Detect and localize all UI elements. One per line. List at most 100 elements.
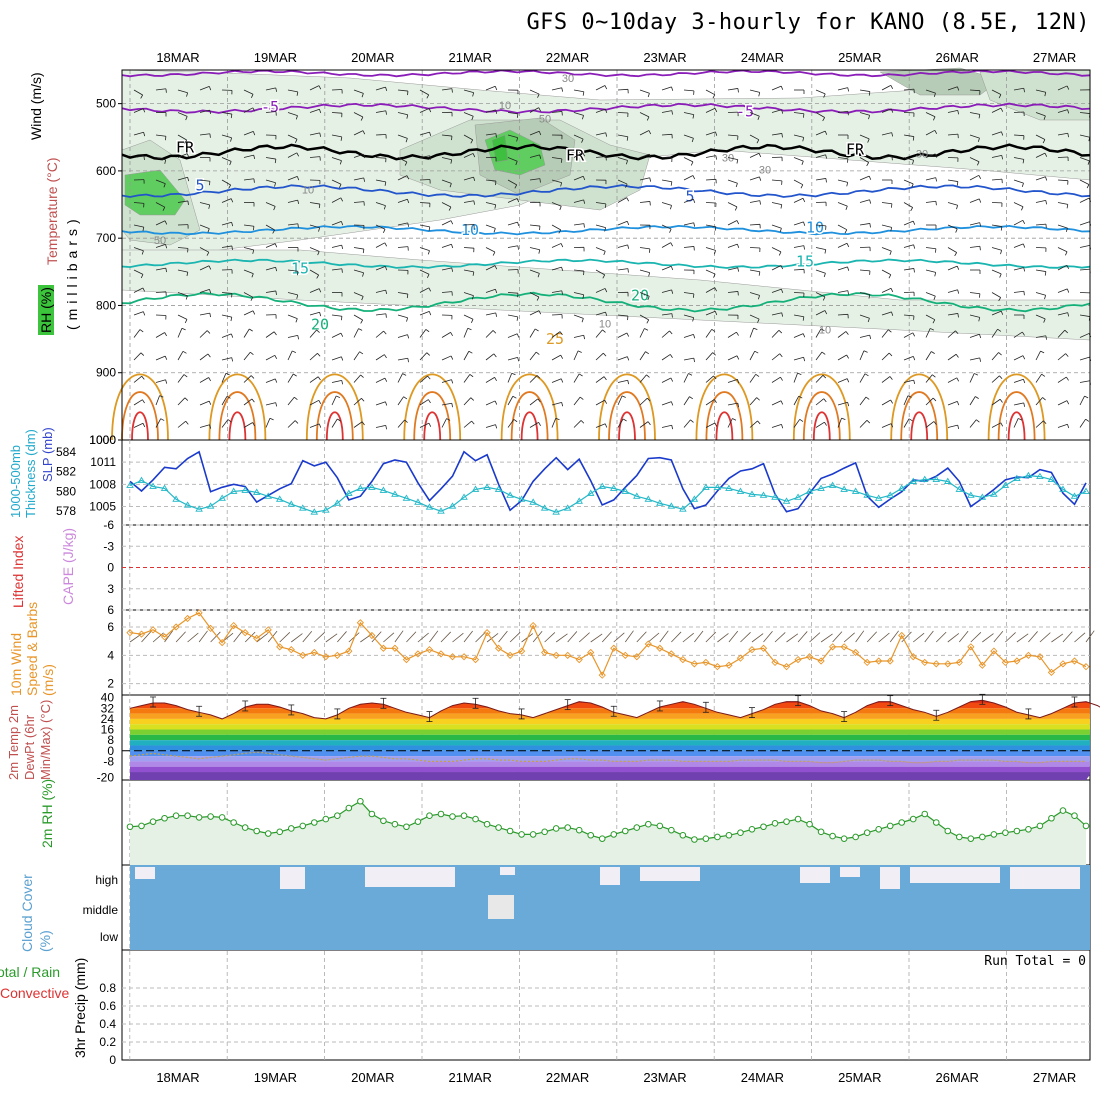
wind10-barb xyxy=(843,632,855,643)
wind-barb xyxy=(331,179,342,185)
temp2m-line xyxy=(129,699,1100,720)
wind-barb xyxy=(1079,395,1085,406)
isotherm-label: -5 xyxy=(261,98,279,116)
rh2m-point xyxy=(172,812,180,820)
wind-barb xyxy=(712,94,716,99)
thickness-point xyxy=(713,483,722,490)
wind-barb xyxy=(671,313,673,318)
wind-barb xyxy=(231,222,234,227)
isotherm-35 xyxy=(520,411,539,441)
wind-barb xyxy=(275,87,278,92)
wind10-barb xyxy=(740,631,751,643)
wind-barb xyxy=(705,107,716,113)
thickness-point xyxy=(794,493,802,500)
wind-barb xyxy=(375,179,386,183)
rh2m-point xyxy=(852,833,859,841)
wind-barb xyxy=(470,397,475,401)
wind-barb xyxy=(473,176,476,182)
wind-barb xyxy=(859,134,870,140)
wind-barb xyxy=(903,379,914,383)
wind-barb xyxy=(683,292,694,295)
cloud-gap xyxy=(640,867,700,881)
rh2m-point xyxy=(990,831,998,838)
wind-barb xyxy=(639,421,649,428)
wind10-tick-label: 2 xyxy=(107,677,114,691)
wind-barb xyxy=(287,373,294,383)
wind-barb xyxy=(426,94,430,99)
wind-barb xyxy=(534,328,539,332)
wind-barb xyxy=(318,204,321,209)
wind10-barb xyxy=(256,633,268,643)
thickness-point xyxy=(552,508,560,515)
rh2m-point xyxy=(656,822,664,830)
wind10-point xyxy=(264,626,272,634)
thickness-point xyxy=(955,485,964,492)
wind-barb xyxy=(955,354,959,358)
wind-barb xyxy=(358,328,363,331)
wind-barb xyxy=(1044,152,1048,157)
wind-barb xyxy=(206,330,211,334)
wind-barb xyxy=(821,351,826,355)
wind-barb xyxy=(859,199,870,203)
wind-barb xyxy=(859,350,865,361)
li-tick-label: 6 xyxy=(107,603,114,617)
thickness-point xyxy=(1059,485,1067,492)
wind-barb xyxy=(815,130,826,136)
wind-barb xyxy=(309,288,320,293)
wind-barb xyxy=(693,222,696,227)
precip-total-label: Total / Rain xyxy=(0,964,61,980)
wind-barb xyxy=(969,333,980,338)
wind-barb xyxy=(243,247,254,251)
panel-frame xyxy=(121,609,1091,696)
rh2m-point xyxy=(921,810,929,818)
rh2m-point xyxy=(748,826,756,833)
thickness-point xyxy=(517,495,526,502)
wind-barb xyxy=(1085,418,1090,422)
thickness-point xyxy=(598,482,607,489)
wind-barb xyxy=(595,108,606,113)
wind-barb xyxy=(419,131,430,136)
wind-barb xyxy=(514,184,518,189)
thickness-point xyxy=(909,477,918,484)
isotherm-label: 20 xyxy=(311,315,329,333)
wind-barb xyxy=(974,373,979,376)
wind-barb xyxy=(160,418,165,421)
wind-barb xyxy=(1000,107,1004,112)
wind-barb xyxy=(847,87,850,92)
wind-barb xyxy=(955,330,959,335)
wind-barb xyxy=(758,271,761,276)
wind-barb xyxy=(177,420,187,428)
wind-barb xyxy=(837,313,849,316)
isotherm-25 xyxy=(500,373,559,441)
wind-barb xyxy=(683,134,694,139)
wind-barb xyxy=(385,425,388,430)
wind-barb xyxy=(177,328,183,338)
wind-barb xyxy=(406,317,408,322)
temp-band xyxy=(130,766,1090,773)
wind10-point xyxy=(126,629,134,637)
wind-barb xyxy=(494,265,498,270)
rh-axis-label: RH (%) xyxy=(38,285,54,335)
wind-barb xyxy=(771,202,782,205)
wind-barb xyxy=(275,267,278,272)
wind-barb xyxy=(649,153,652,158)
wind-barb xyxy=(903,179,914,185)
wind-barb xyxy=(419,202,431,204)
wind-barb xyxy=(890,108,894,113)
wind10-point xyxy=(828,643,837,651)
wind-barb xyxy=(793,179,804,186)
thickness-point xyxy=(264,492,273,499)
wind-barb xyxy=(690,419,694,423)
wind-barb xyxy=(1057,156,1069,158)
thickness-point xyxy=(978,493,987,500)
wind10-point xyxy=(1082,663,1090,671)
wind10-barb xyxy=(567,631,578,643)
wind-barb xyxy=(869,334,872,340)
wind-barb xyxy=(844,229,848,234)
cloud-gap xyxy=(365,867,455,887)
wind-barb xyxy=(1000,250,1002,255)
wind-barb xyxy=(186,271,189,277)
wind-barb xyxy=(868,91,871,96)
thickness-point xyxy=(1047,475,1056,482)
wind-barb xyxy=(463,247,475,249)
